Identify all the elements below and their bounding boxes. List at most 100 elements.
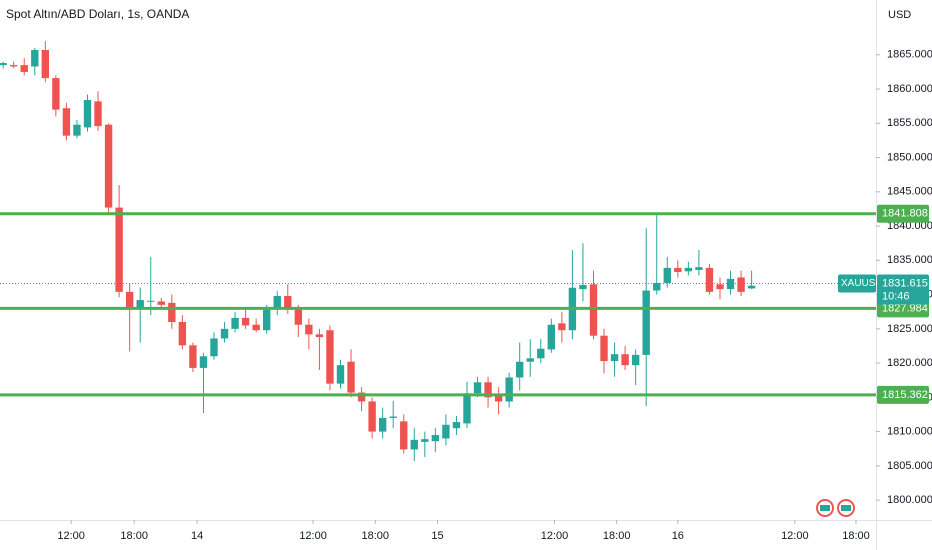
candle-body — [241, 317, 250, 326]
candle-body — [157, 301, 165, 305]
candle-body — [705, 267, 714, 292]
candle-body — [10, 65, 18, 67]
candle-body — [737, 277, 745, 292]
candle-body — [20, 65, 28, 72]
candle-body — [463, 393, 471, 424]
candle-body — [494, 395, 503, 402]
last-price-box — [877, 274, 929, 305]
candle-body — [347, 361, 355, 393]
y-tick-label: 1800.000 — [887, 494, 932, 506]
candle-body — [589, 284, 598, 336]
candle-body — [357, 392, 366, 402]
candle-body — [83, 100, 92, 128]
level-label-box — [877, 385, 929, 404]
y-tick-label: 1840.000 — [887, 220, 932, 232]
candle-body — [726, 278, 735, 290]
candle-body — [231, 317, 239, 329]
candle-body — [31, 50, 39, 67]
x-tick-label: 16 — [672, 530, 684, 542]
candle-body — [684, 267, 693, 272]
y-tick-label: 1810.000 — [887, 426, 932, 438]
level-label: 1841.808 — [882, 208, 928, 220]
y-tick-label: 1845.000 — [887, 186, 932, 198]
candle-body — [115, 207, 123, 292]
candle-body — [284, 295, 292, 309]
candle-body — [505, 377, 513, 402]
candle-body — [631, 354, 640, 366]
candle-body — [147, 300, 155, 302]
candle-body — [610, 354, 619, 362]
x-tick-label: 14 — [191, 530, 203, 542]
candle-body — [484, 382, 492, 398]
level-label: 1827.984 — [882, 302, 928, 314]
y-tick-label: 1825.000 — [887, 323, 932, 335]
candle-body — [558, 323, 566, 331]
candle-body — [421, 439, 429, 442]
x-tick-label: 15 — [431, 530, 443, 542]
candle-body — [168, 302, 176, 323]
candle-body — [537, 348, 545, 359]
candle-body — [389, 416, 397, 418]
candle-body — [526, 358, 534, 362]
candle-body — [452, 422, 461, 429]
x-tick-label: 12:00 — [781, 530, 809, 542]
candle-body — [516, 361, 524, 378]
y-tick-label: 1850.000 — [887, 151, 932, 163]
countdown-label: 10:46 — [882, 290, 910, 302]
candle-body — [52, 78, 60, 110]
candle-body — [695, 267, 703, 270]
candle-body — [716, 284, 724, 290]
badge-icon — [841, 505, 851, 511]
x-tick-label: 12:00 — [299, 530, 327, 542]
candle-body — [41, 50, 50, 79]
candle-body — [663, 267, 671, 283]
candle-body — [400, 421, 408, 450]
last-price-label: 1831.615 — [882, 277, 928, 289]
candle-body — [315, 334, 324, 338]
candle-body — [600, 335, 608, 362]
candle-body — [73, 124, 81, 136]
candle-body — [747, 285, 756, 289]
chart-title: Spot Altın/ABD Doları, 1s, OANDA — [6, 7, 189, 21]
candle-body — [336, 365, 345, 384]
candle-body — [674, 267, 682, 272]
candle-body — [410, 439, 418, 450]
candle-body — [547, 324, 556, 350]
candle-body — [125, 291, 134, 310]
candle-body — [642, 290, 650, 355]
candle-body — [326, 330, 334, 384]
candle-body — [178, 322, 187, 346]
level-label-box — [877, 204, 929, 223]
candle-body — [368, 401, 376, 432]
candle-body — [252, 324, 260, 331]
candle-body — [442, 424, 450, 439]
y-tick-label: 1855.000 — [887, 117, 932, 129]
badge-icon — [820, 505, 830, 511]
candle-body — [210, 338, 218, 357]
y-tick-label: 1860.000 — [887, 83, 932, 95]
candle-body — [0, 63, 7, 66]
y-tick-label: 1835.000 — [887, 254, 932, 266]
candle-body — [189, 345, 197, 368]
symbol-box — [838, 274, 876, 293]
candle-body — [263, 309, 271, 331]
level-label: 1815.362 — [882, 389, 928, 401]
candle-body — [294, 308, 303, 325]
candle-body — [579, 285, 587, 290]
candle-body — [104, 124, 113, 208]
candle-body — [136, 300, 144, 310]
y-tick-label: 1820.000 — [887, 357, 932, 369]
candle-body — [199, 356, 208, 368]
candle-body — [378, 417, 387, 432]
x-tick-label: 18:00 — [842, 530, 870, 542]
candle-body — [621, 354, 629, 366]
candle-body — [94, 101, 102, 127]
candle-body — [220, 328, 229, 339]
candle-body — [305, 324, 313, 335]
y-tick-label: 1805.000 — [887, 460, 932, 472]
x-tick-label: 12:00 — [57, 530, 85, 542]
candle-body — [653, 282, 661, 291]
candle-body — [273, 295, 281, 310]
